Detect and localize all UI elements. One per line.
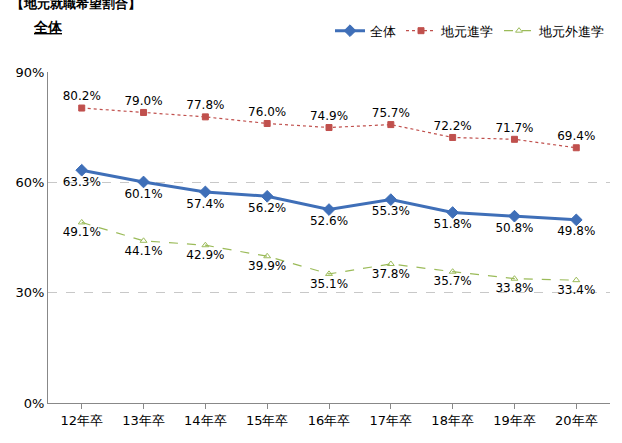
svg-text:35.1%: 35.1% xyxy=(310,277,348,291)
svg-text:72.2%: 72.2% xyxy=(434,119,472,133)
svg-text:0%: 0% xyxy=(24,396,45,411)
svg-text:12年卒: 12年卒 xyxy=(60,413,103,428)
svg-text:地元外進学: 地元外進学 xyxy=(538,24,604,39)
svg-text:44.1%: 44.1% xyxy=(124,244,162,258)
svg-text:60.1%: 60.1% xyxy=(124,187,162,201)
svg-text:30%: 30% xyxy=(15,285,44,300)
svg-text:35.7%: 35.7% xyxy=(434,274,472,288)
svg-text:55.3%: 55.3% xyxy=(372,204,410,218)
svg-text:全体: 全体 xyxy=(370,24,396,39)
svg-text:49.1%: 49.1% xyxy=(63,225,101,239)
svg-text:42.9%: 42.9% xyxy=(186,248,224,262)
svg-text:20年卒: 20年卒 xyxy=(555,413,598,428)
svg-text:33.8%: 33.8% xyxy=(495,281,533,295)
svg-text:49.8%: 49.8% xyxy=(557,224,595,238)
svg-text:地元進学: 地元進学 xyxy=(440,24,493,39)
svg-text:37.8%: 37.8% xyxy=(372,267,410,281)
svg-text:39.9%: 39.9% xyxy=(248,259,286,273)
svg-text:74.9%: 74.9% xyxy=(310,109,348,123)
svg-text:57.4%: 57.4% xyxy=(186,197,224,211)
svg-text:69.4%: 69.4% xyxy=(557,129,595,143)
svg-text:52.6%: 52.6% xyxy=(310,214,348,228)
svg-text:80.2%: 80.2% xyxy=(63,89,101,103)
svg-text:13年卒: 13年卒 xyxy=(122,413,165,428)
svg-text:90%: 90% xyxy=(15,65,44,80)
svg-text:15年卒: 15年卒 xyxy=(246,413,289,428)
svg-text:76.0%: 76.0% xyxy=(248,105,286,119)
svg-text:50.8%: 50.8% xyxy=(495,221,533,235)
svg-text:33.4%: 33.4% xyxy=(557,283,595,297)
svg-text:71.7%: 71.7% xyxy=(495,121,533,135)
svg-text:79.0%: 79.0% xyxy=(124,94,162,108)
svg-text:18年卒: 18年卒 xyxy=(431,413,474,428)
svg-text:16年卒: 16年卒 xyxy=(308,413,351,428)
svg-text:全体: 全体 xyxy=(33,19,63,35)
svg-text:60%: 60% xyxy=(15,175,44,190)
svg-text:77.8%: 77.8% xyxy=(186,98,224,112)
svg-text:14年卒: 14年卒 xyxy=(184,413,227,428)
svg-text:19年卒: 19年卒 xyxy=(493,413,536,428)
svg-text:75.7%: 75.7% xyxy=(372,106,410,120)
svg-text:17年卒: 17年卒 xyxy=(370,413,413,428)
svg-text:56.2%: 56.2% xyxy=(248,201,286,215)
svg-text:【地元就職希望割合】: 【地元就職希望割合】 xyxy=(11,0,141,11)
svg-text:51.8%: 51.8% xyxy=(434,217,472,231)
svg-text:63.3%: 63.3% xyxy=(63,175,101,189)
